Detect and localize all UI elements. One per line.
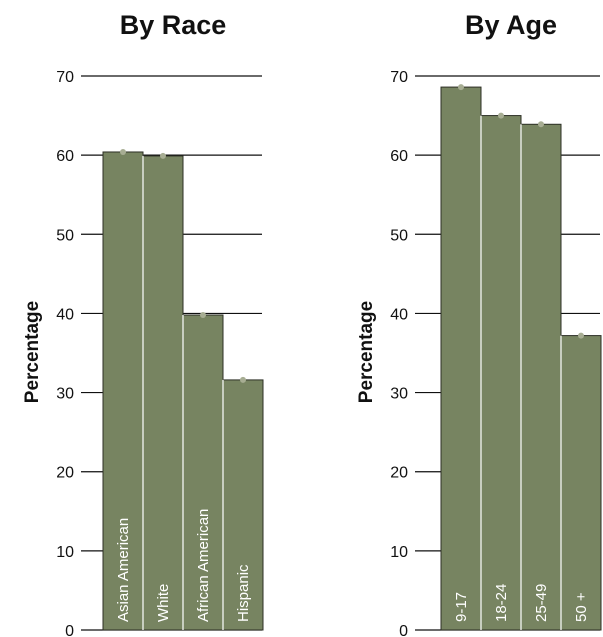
y-axis-label: Percentage [22, 301, 43, 403]
y-tick-label: 60 [390, 148, 408, 165]
chart-by-age: By Age Percentage 0 10 20 30 40 50 60 70 9-17 18… [356, 10, 602, 637]
category-label: Hispanic [235, 564, 252, 622]
category-label: African American [195, 509, 212, 622]
category-label: 25-49 [533, 584, 550, 622]
value-marker [578, 332, 584, 339]
y-tick-label: 0 [399, 623, 408, 637]
y-tick-label: 40 [390, 306, 408, 323]
bars [440, 86, 602, 631]
category-label: 9-17 [453, 592, 470, 622]
bar [102, 151, 144, 631]
bar [142, 155, 184, 631]
bars [102, 151, 264, 631]
y-tick-label: 40 [56, 306, 74, 323]
y-tick-labels: 0 10 20 30 40 50 60 70 [390, 69, 408, 637]
y-tick-label: 60 [56, 148, 74, 165]
bar [480, 115, 522, 631]
value-marker [538, 121, 544, 128]
value-markers [120, 148, 246, 383]
bar [560, 335, 602, 631]
y-tick-label: 30 [390, 386, 408, 403]
bar [520, 123, 562, 631]
y-tick-label: 50 [56, 227, 74, 244]
category-label: White [155, 584, 172, 622]
bar [440, 86, 482, 631]
y-tick-label: 20 [390, 465, 408, 482]
category-label: 18-24 [493, 584, 510, 622]
value-marker [498, 112, 504, 119]
y-tick-label: 10 [390, 544, 408, 561]
category-labels: Asian American White African American Hispa… [115, 509, 252, 622]
value-marker [120, 148, 126, 155]
bar [182, 314, 224, 631]
y-tick-label: 70 [56, 69, 74, 86]
category-label: 50 + [573, 592, 590, 622]
y-tick-label: 30 [56, 386, 74, 403]
chart-by-race: By Race Percentage 0 10 20 30 40 50 60 70 Asian… [22, 10, 264, 637]
y-tick-labels: 0 10 20 30 40 50 60 70 [56, 69, 74, 637]
y-tick-label: 20 [56, 465, 74, 482]
y-tick-label: 10 [56, 544, 74, 561]
value-marker [458, 84, 464, 91]
category-label: Asian American [115, 518, 132, 622]
y-tick-label: 50 [390, 227, 408, 244]
value-marker [200, 312, 206, 319]
y-axis-label: Percentage [356, 301, 377, 403]
value-marker [160, 152, 166, 159]
value-markers [458, 84, 584, 339]
y-tick-label: 0 [65, 623, 74, 637]
chart-title: By Age [465, 10, 557, 40]
category-labels: 9-17 18-24 25-49 50 + [453, 584, 590, 622]
chart-title: By Race [120, 10, 227, 40]
value-marker [240, 376, 246, 383]
y-tick-label: 70 [390, 69, 408, 86]
